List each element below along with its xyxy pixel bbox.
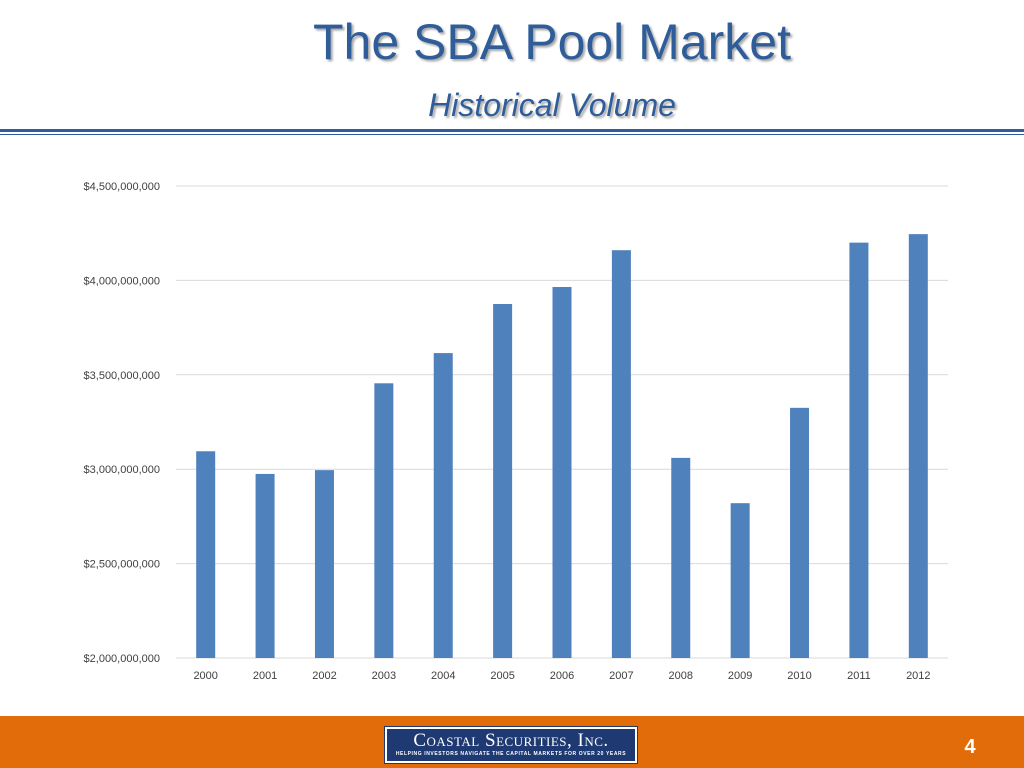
x-tick-label: 2004 <box>431 670 455 682</box>
volume-bar-chart: $2,000,000,000 $2,500,000,000 $3,000,000,0… <box>84 181 948 682</box>
bar-2000 <box>196 451 216 658</box>
y-tick-label: $3,500,000,000 <box>84 370 160 382</box>
bar-2009 <box>730 503 750 658</box>
title-divider-thick <box>0 129 1024 132</box>
y-tick-label: $3,000,000,000 <box>84 464 160 476</box>
x-tick-label: 2001 <box>253 670 277 682</box>
x-tick-label: 2005 <box>490 670 514 682</box>
bar-2004 <box>433 353 453 658</box>
bar-2012 <box>908 234 928 659</box>
x-tick-label: 2002 <box>312 670 336 682</box>
slide-title: The SBA Pool Market <box>312 14 791 70</box>
x-tick-label: 2007 <box>609 670 633 682</box>
bars <box>196 234 928 659</box>
bar-2008 <box>671 457 691 658</box>
y-axis-tick-labels: $2,000,000,000 $2,500,000,000 $3,000,000,0… <box>84 181 160 665</box>
x-tick-label: 2003 <box>372 670 396 682</box>
x-axis-tick-labels: 2000 2001 2002 2003 2004 2005 2006 2007 2008 2009… <box>193 670 930 682</box>
x-tick-label: 2009 <box>728 670 752 682</box>
slide-subtitle: Historical Volume <box>428 87 676 123</box>
logo-tagline: Helping investors navigate the capital m… <box>395 751 627 757</box>
x-tick-label: 2006 <box>550 670 574 682</box>
bar-2011 <box>849 242 869 658</box>
bar-2005 <box>493 304 513 658</box>
y-tick-label: $4,500,000,000 <box>84 181 160 193</box>
x-tick-label: 2008 <box>669 670 693 682</box>
company-logo: Coastal Securities, Inc. Helping investo… <box>385 727 637 763</box>
y-tick-label: $4,000,000,000 <box>84 275 160 287</box>
logo-company-name: Coastal Securities, Inc. <box>413 730 609 751</box>
page-number: 4 <box>964 736 976 758</box>
title-divider-thin <box>0 134 1024 135</box>
bar-2003 <box>374 383 394 658</box>
x-tick-label: 2012 <box>906 670 930 682</box>
bar-2007 <box>611 250 631 658</box>
y-tick-label: $2,500,000,000 <box>84 559 160 571</box>
y-tick-label: $2,000,000,000 <box>84 653 160 665</box>
bar-2002 <box>314 470 334 658</box>
x-tick-label: 2000 <box>193 670 217 682</box>
x-tick-label: 2010 <box>787 670 811 682</box>
bar-2010 <box>790 407 810 658</box>
x-tick-label: 2011 <box>847 670 871 682</box>
bar-2006 <box>552 287 572 658</box>
bar-2001 <box>255 473 275 658</box>
